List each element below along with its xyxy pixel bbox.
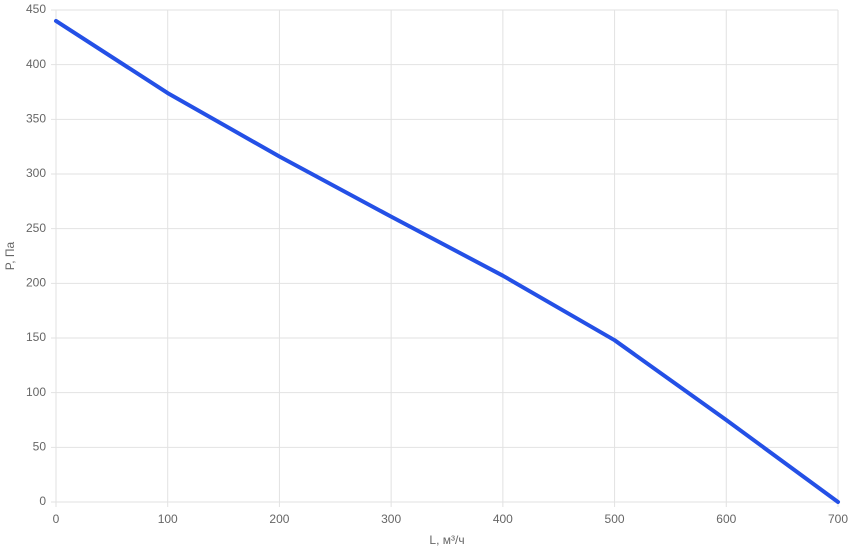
line-series: [54, 18, 840, 504]
y-tick-label: 250: [26, 221, 46, 235]
x-tick-label: 500: [605, 512, 625, 526]
x-tick-label: 200: [269, 512, 289, 526]
y-tick-label: 150: [26, 330, 46, 344]
x-axis-label: L, м³/ч: [429, 533, 464, 547]
x-tick-label: 100: [158, 512, 178, 526]
y-tick-label: 0: [39, 494, 46, 508]
y-tick-label: 200: [26, 276, 46, 290]
x-tick-label: 600: [716, 512, 736, 526]
y-tick-label: 300: [26, 166, 46, 180]
x-tick-label: 300: [381, 512, 401, 526]
x-tick-label: 700: [828, 512, 848, 526]
y-tick-label: 350: [26, 112, 46, 126]
y-tick-label: 100: [26, 385, 46, 399]
x-tick-label: 0: [53, 512, 60, 526]
y-tick-label: 450: [26, 2, 46, 16]
y-axis-label: P, Па: [3, 241, 17, 270]
y-tick-label: 400: [26, 57, 46, 71]
y-tick-label: 50: [33, 440, 47, 454]
x-tick-label: 400: [493, 512, 513, 526]
